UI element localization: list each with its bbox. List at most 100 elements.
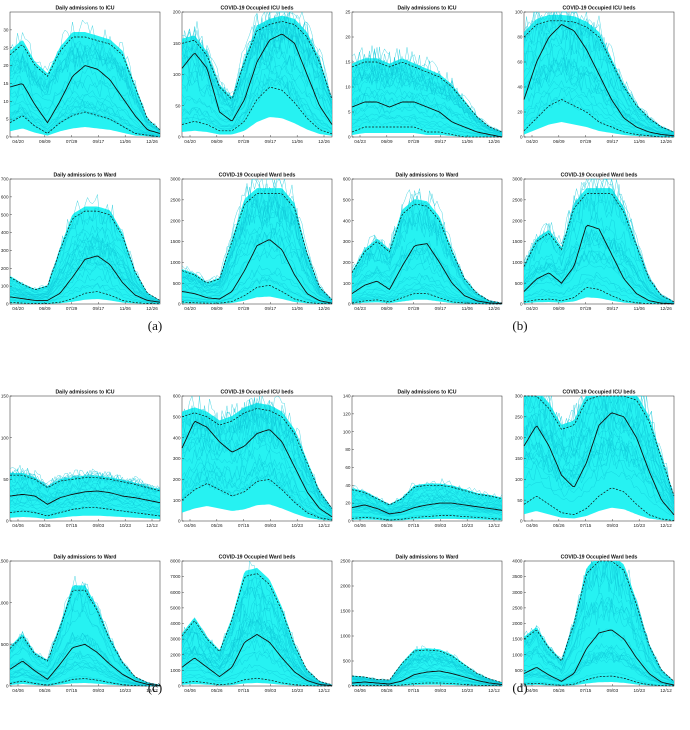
x-tick-label: 07/15: [66, 688, 78, 693]
y-tick-label: 15: [3, 81, 9, 86]
x-tick-label: 09/03: [607, 523, 619, 528]
trajectory-line: [181, 431, 333, 514]
y-tick-label: 5: [6, 117, 9, 122]
subplot-9: COVID-19 Occupied ICU beds 0 100 200 300 400 5…: [173, 390, 333, 528]
x-tick-label: 12/26: [488, 306, 500, 311]
subplot-title: Daily admissions to Ward: [396, 173, 459, 179]
trajectory-line: [351, 237, 503, 304]
y-tick-label: 0: [178, 684, 181, 689]
y-tick-label: 2500: [340, 559, 351, 564]
x-tick-label: 09/17: [435, 306, 447, 311]
x-tick-label: 11/06: [292, 139, 304, 144]
x-tick-label: 10/23: [633, 688, 645, 693]
x-tick-label: 07/29: [66, 306, 78, 311]
x-tick-label: 09/03: [265, 688, 277, 693]
trajectory-line: [523, 280, 675, 305]
trajectory-line: [351, 656, 503, 684]
trajectory-line: [523, 643, 675, 685]
y-tick-label: 3500: [512, 574, 523, 579]
x-tick-label: 07/15: [580, 523, 592, 528]
lower-quantile-line: [9, 111, 161, 138]
subplot-8: Daily admissions to ICU 0 50 100 150 04/06 05/…: [1, 390, 161, 528]
trajectory-line: [351, 272, 503, 305]
trajectory-line: [351, 502, 503, 515]
trajectory-line: [523, 408, 675, 506]
trajectory-line: [181, 669, 332, 687]
trajectory-line: [351, 499, 503, 515]
trajectory-line: [9, 259, 161, 303]
trajectory-line: [351, 289, 502, 305]
trajectory-line: [523, 471, 675, 517]
y-tick-label: 100: [343, 281, 351, 286]
x-tick-label: 12/26: [318, 306, 330, 311]
x-tick-label: 11/06: [634, 306, 646, 311]
subplot-7: COVID-19 Occupied Ward beds 0 500 1000 1500 2…: [512, 173, 675, 311]
trajectory-line: [351, 45, 503, 132]
trajectory-line: [181, 203, 333, 301]
y-tick-label: 20: [345, 35, 351, 40]
trajectory-line: [523, 441, 675, 511]
trajectory-line: [181, 633, 333, 686]
y-tick-label: 1500: [0, 559, 9, 564]
upper-quantile-line: [181, 573, 333, 686]
subplot-1: COVID-19 Occupied ICU beds 0 50 100 150 200 04…: [173, 6, 333, 144]
y-tick-label: 50: [3, 477, 9, 482]
y-tick-label: 300: [343, 239, 351, 244]
x-tick-label: 06/09: [553, 139, 565, 144]
y-tick-label: 500: [343, 659, 351, 664]
trajectory-line: [9, 45, 161, 132]
y-tick-label: 500: [1, 642, 9, 647]
trajectory-line: [181, 586, 333, 686]
subplot-title: COVID-19 Occupied Ward beds: [219, 555, 296, 561]
x-tick-label: 11/06: [120, 139, 132, 144]
x-tick-label: 07/15: [580, 688, 592, 693]
y-tick-label: 0: [348, 135, 351, 140]
y-tick-label: 5: [348, 110, 351, 115]
x-tick-label: 04/06: [12, 688, 24, 693]
upper-quantile-line: [351, 649, 503, 683]
trajectory-line: [9, 93, 161, 136]
trajectory-line: [9, 501, 161, 514]
trajectory-line: [523, 651, 675, 686]
trajectory-line: [181, 21, 333, 103]
sample-trajectories: [181, 178, 333, 304]
sample-trajectories: [523, 11, 675, 138]
trajectory-line: [181, 453, 333, 517]
y-tick-label: 500: [515, 281, 523, 286]
y-tick-label: 100: [173, 498, 181, 503]
x-tick-label: 12/12: [488, 523, 500, 528]
trajectory-line: [523, 87, 675, 137]
y-tick-label: 0: [520, 519, 523, 524]
y-tick-label: 50: [517, 498, 523, 503]
trajectory-line: [351, 71, 503, 134]
y-tick-label: 40: [345, 483, 351, 488]
y-tick-label: 400: [343, 218, 351, 223]
x-tick-label: 05/26: [381, 523, 393, 528]
trajectory-line: [181, 651, 333, 686]
sample-trajectories: [523, 178, 675, 305]
x-tick-label: 10/23: [291, 688, 303, 693]
y-tick-label: 140: [343, 394, 351, 399]
y-tick-label: 100: [343, 429, 351, 434]
y-tick-label: 25: [345, 10, 351, 15]
x-tick-label: 04/20: [526, 139, 538, 144]
y-tick-label: 60: [345, 465, 351, 470]
median-line: [523, 23, 675, 137]
trajectory-line: [523, 399, 675, 503]
y-tick-label: 4000: [512, 559, 523, 564]
trajectory-line: [9, 464, 161, 493]
trajectory-line: [523, 447, 675, 511]
y-tick-label: 10: [3, 99, 9, 104]
trajectory-line: [523, 16, 675, 133]
subplot-3: COVID-19 Occupied ICU beds 0 20 40 60 80 100 04…: [515, 6, 675, 144]
subplot-0: Daily admissions to ICU 0 5 10 15 20 25 30 04/20…: [3, 6, 161, 144]
trajectory-line: [9, 99, 161, 137]
y-tick-label: 500: [515, 668, 523, 673]
x-tick-label: 09/03: [435, 523, 447, 528]
trajectory-line: [351, 676, 503, 686]
median-line: [351, 670, 503, 685]
x-tick-label: 12/12: [318, 688, 330, 693]
y-tick-label: 2500: [512, 197, 523, 202]
trajectory-line: [523, 672, 675, 687]
trajectory-line: [523, 11, 675, 133]
